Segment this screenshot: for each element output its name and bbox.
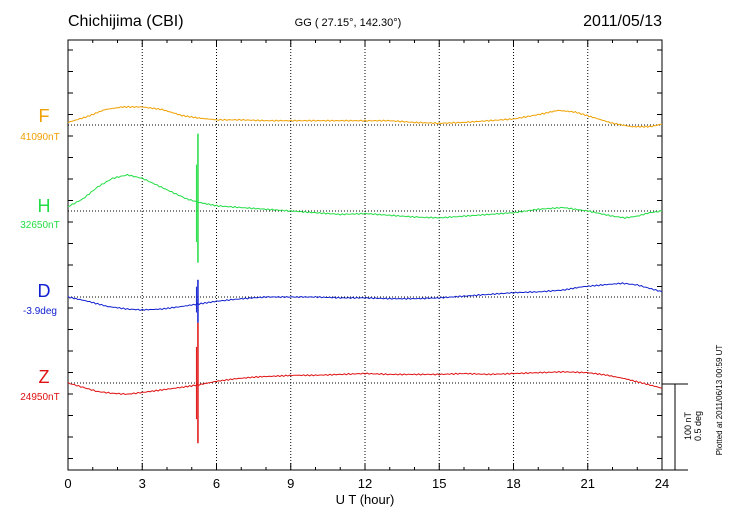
series-line-Z	[67, 370, 663, 396]
series-baseline-F: 41090nT	[20, 132, 59, 143]
x-tick-label: 12	[358, 476, 372, 491]
station-title: Chichijima (CBI)	[68, 13, 184, 30]
series-labels: F 41090nT H 32650nT D -3.9deg Z 24950nT	[20, 106, 59, 403]
x-tick-label: 9	[287, 476, 294, 491]
scale-nt-label: 100 nT	[683, 411, 693, 440]
y-axis-ticks	[68, 49, 662, 459]
series-baseline-D: -3.9deg	[23, 306, 57, 317]
x-tick-label: 6	[213, 476, 220, 491]
x-tick-label: 3	[139, 476, 146, 491]
plot-frame	[67, 39, 663, 471]
x-tick-label: 18	[506, 476, 520, 491]
series-baseline-H: 32650nT	[20, 220, 59, 231]
series-name-F: F	[39, 106, 50, 126]
x-axis-ticks: 0 3 6 9 12 15 18 21 24	[64, 40, 669, 491]
x-axis-label: U T (hour)	[336, 492, 395, 507]
coordinates-label: GG ( 27.15°, 142.30°)	[295, 17, 402, 29]
series-name-Z: Z	[39, 367, 50, 387]
plotted-at-note: Plotted at 2011/06/13 00:59 UT	[715, 345, 724, 456]
series-baseline-Z: 24950nT	[20, 392, 59, 403]
series-name-H: H	[38, 196, 51, 216]
series-line-D	[67, 282, 663, 311]
series-layer	[67, 105, 663, 444]
series-name-D: D	[38, 281, 51, 301]
scale-bar: 100 nT 0.5 deg	[662, 383, 703, 471]
x-tick-label: 0	[64, 476, 71, 491]
x-tick-label: 24	[655, 476, 669, 491]
grid-lines	[68, 40, 662, 470]
x-tick-label: 21	[581, 476, 595, 491]
date-label: 2011/05/13	[583, 13, 662, 30]
series-line-F	[67, 105, 663, 128]
series-line-H	[67, 173, 663, 220]
scale-deg-label: 0.5 deg	[693, 411, 703, 441]
x-tick-label: 15	[432, 476, 446, 491]
